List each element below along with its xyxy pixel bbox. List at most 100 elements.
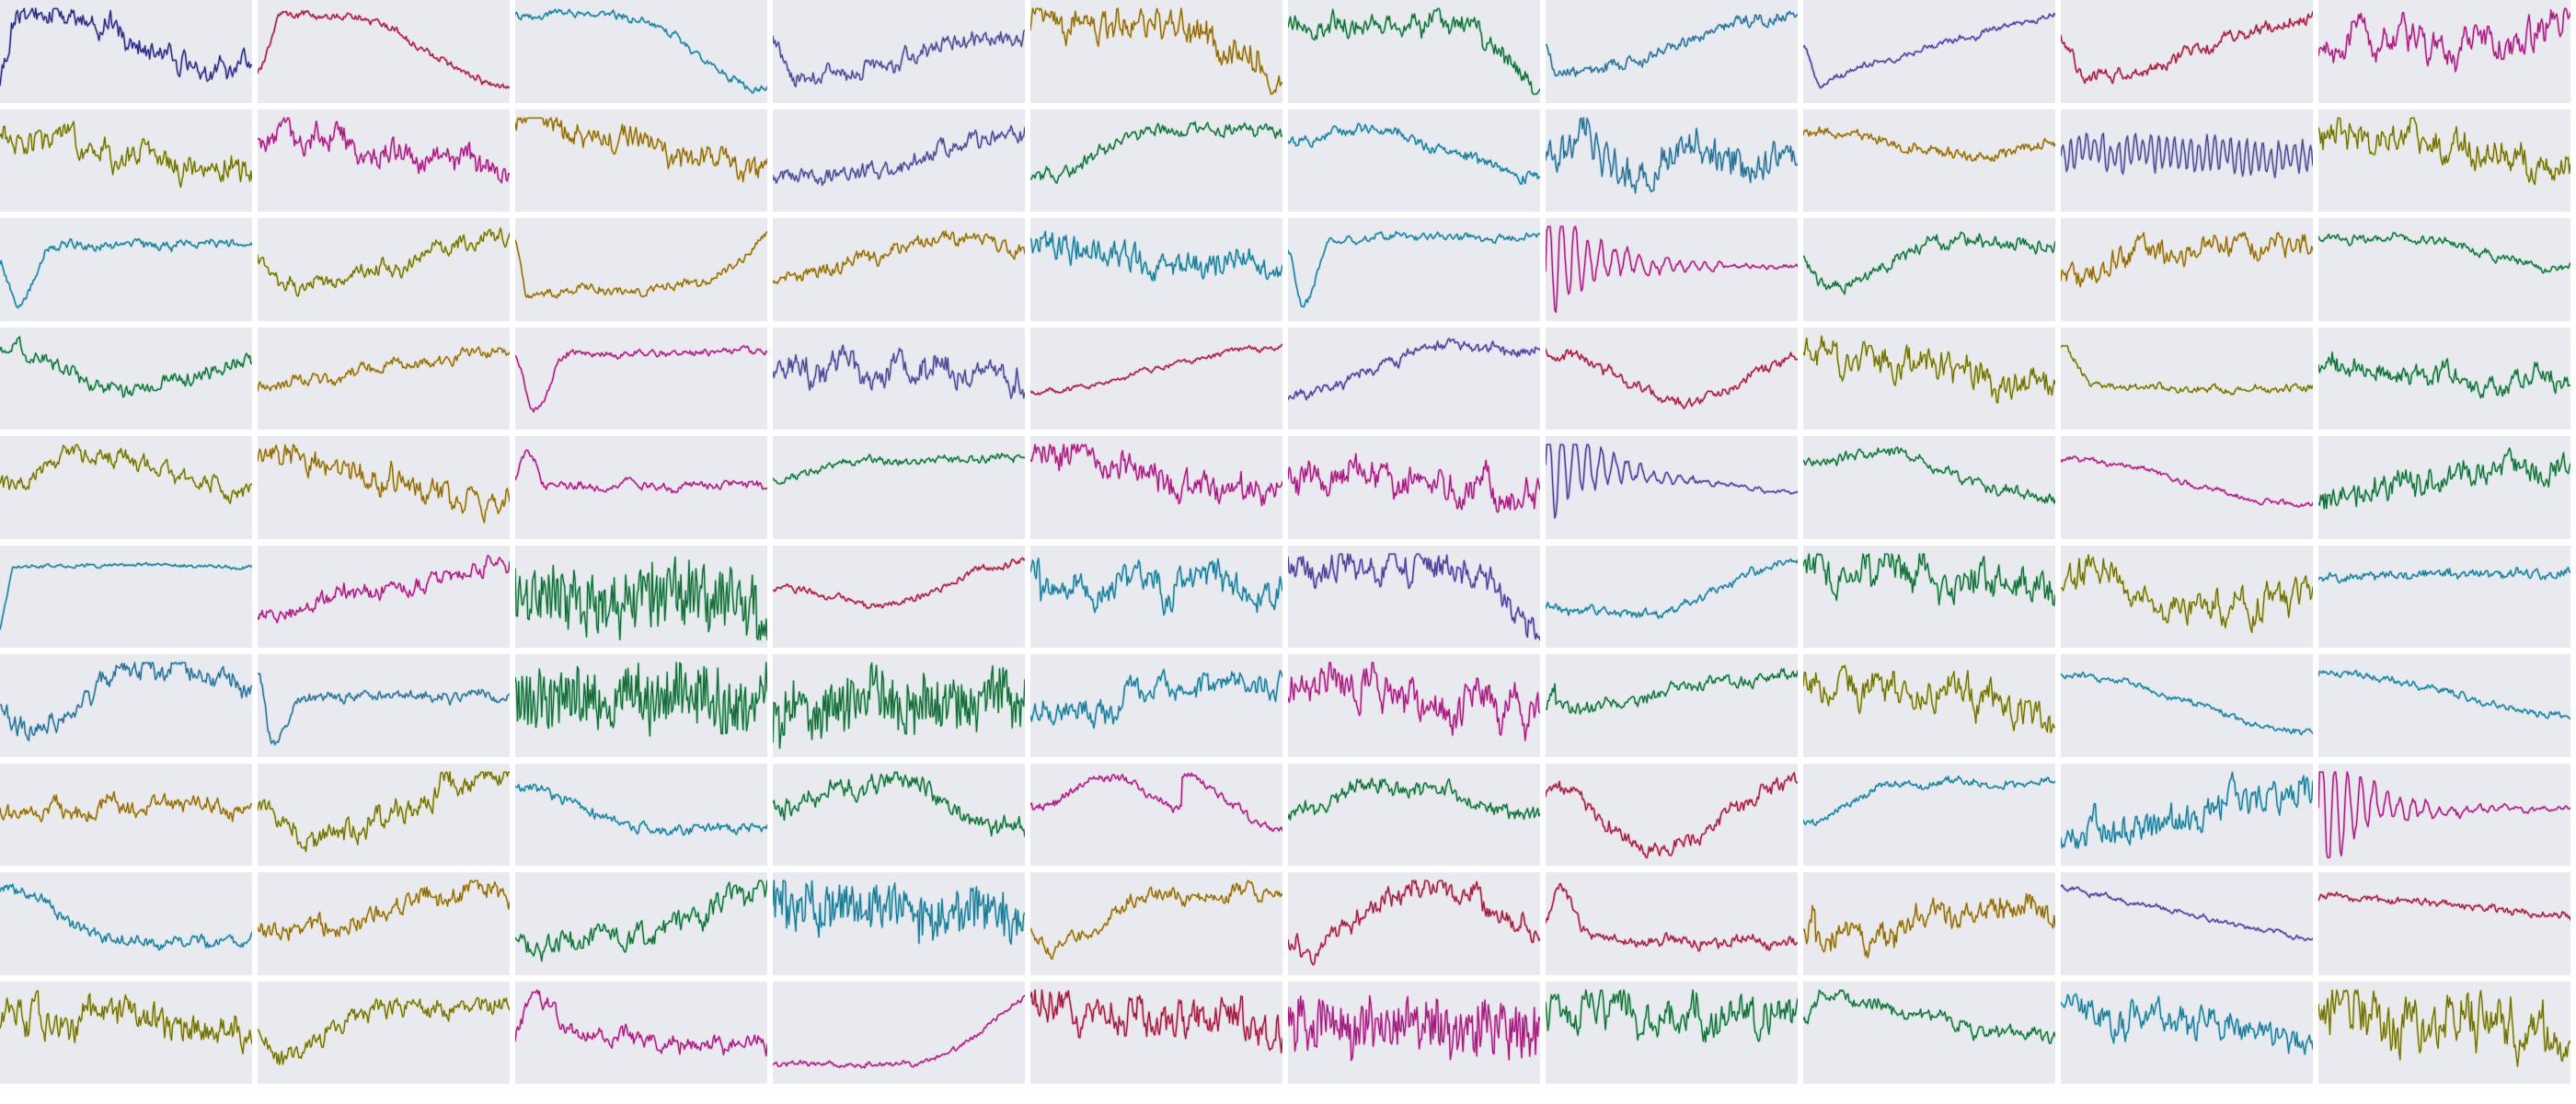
sparkline-svg: [1546, 988, 1798, 1043]
sparkline-core-path: [258, 443, 510, 523]
sparkline-core-path: [0, 121, 252, 188]
sparkline-svg: [773, 229, 1025, 285]
sparkline-panel: [258, 763, 510, 866]
sparkline-svg: [515, 230, 767, 300]
sparkline-svg: [1288, 6, 1540, 96]
sparkline-core-path: [2318, 566, 2570, 583]
sparkline-halo-path: [0, 6, 252, 87]
sparkline-panel: [1288, 872, 1540, 975]
sparkline-halo-path: [1546, 667, 1798, 716]
sparkline-svg: [258, 9, 510, 90]
sparkline-halo-path: [2061, 131, 2313, 178]
sparkline-panel: [1546, 654, 1798, 757]
sparkline-core-path: [1546, 668, 1798, 715]
sparkline-core-path: [1030, 557, 1282, 615]
sparkline-core-path: [2061, 553, 2313, 633]
sparkline-panel: [1288, 763, 1540, 866]
sparkline-panel: [1803, 109, 2055, 212]
sparkline-halo-path: [258, 879, 510, 942]
sparkline-panel: [1030, 654, 1282, 757]
sparkline-svg: [1288, 452, 1540, 514]
sparkline-panel: [258, 218, 510, 321]
sparkline-halo-path: [1546, 557, 1798, 619]
sparkline-svg: [0, 237, 252, 309]
sparkline-svg: [1030, 557, 1282, 616]
sparkline-svg: [1546, 557, 1798, 619]
sparkline-core-path: [1803, 892, 2055, 959]
sparkline-svg: [2318, 6, 2570, 74]
sparkline-core-path: [515, 117, 767, 182]
sparkline-panel: [0, 0, 252, 103]
sparkline-panel: [1030, 872, 1282, 975]
sparkline-halo-path: [1030, 230, 1282, 282]
sparkline-svg: [2318, 669, 2570, 720]
sparkline-svg: [1288, 336, 1540, 401]
sparkline-panel: [1288, 981, 1540, 1084]
sparkline-svg: [773, 879, 1025, 946]
sparkline-core-path: [258, 880, 510, 941]
sparkline-panel: [1030, 981, 1282, 1084]
sparkline-panel: [2061, 327, 2313, 430]
sparkline-svg: [2061, 992, 2313, 1055]
sparkline-svg: [1288, 552, 1540, 641]
sparkline-svg: [2318, 565, 2570, 584]
sparkline-panel: [2318, 109, 2570, 212]
sparkline-svg: [1030, 771, 1282, 833]
sparkline-halo-path: [1803, 892, 2055, 960]
sparkline-panel: [0, 545, 252, 648]
sparkline-svg: [2061, 231, 2313, 289]
sparkline-svg: [1546, 9, 1798, 78]
sparkline-svg: [1803, 125, 2055, 163]
sparkline-panel: [0, 109, 252, 212]
sparkline-core-path: [0, 335, 252, 397]
sparkline-halo-path: [2318, 6, 2570, 74]
sparkline-halo-path: [515, 448, 767, 494]
sparkline-panel: [0, 872, 252, 975]
sparkline-halo-path: [1288, 121, 1540, 185]
sparkline-svg: [0, 661, 252, 742]
sparkline-core-path: [258, 227, 510, 297]
sparkline-svg: [258, 345, 510, 392]
sparkline-core-path: [515, 989, 767, 1056]
sparkline-halo-path: [258, 553, 510, 624]
sparkline-panel: [1288, 327, 1540, 430]
sparkline-svg: [0, 882, 252, 951]
sparkline-panel: [1546, 109, 1798, 212]
sparkline-core-path: [773, 994, 1025, 1068]
sparkline-svg: [0, 120, 252, 189]
sparkline-core-path: [1803, 553, 2055, 606]
sparkline-core-path: [1803, 125, 2055, 162]
sparkline-svg: [1030, 668, 1282, 730]
sparkline-core-path: [2061, 993, 2313, 1055]
sparkline-svg: [0, 989, 252, 1055]
sparkline-panel: [1546, 872, 1798, 975]
sparkline-core-path: [0, 661, 252, 742]
sparkline-halo-path: [1803, 663, 2055, 734]
sparkline-halo-path: [0, 560, 252, 630]
sparkline-svg: [258, 672, 510, 746]
sparkline-panel: [1803, 545, 2055, 648]
sparkline-panel: [515, 654, 767, 757]
sparkline-core-path: [1546, 989, 1798, 1042]
sparkline-panel: [773, 218, 1025, 321]
sparkline-core-path: [773, 344, 1025, 399]
sparkline-svg: [1030, 879, 1282, 960]
sparkline-panel: [773, 327, 1025, 430]
sparkline-panel: [258, 545, 510, 648]
sparkline-panel: [1546, 327, 1798, 430]
sparkline-panel: [1803, 654, 2055, 757]
sparkline-panel: [773, 763, 1025, 866]
sparkline-svg: [2318, 116, 2570, 186]
sparkline-core-path: [2061, 884, 2313, 941]
sparkline-svg: [773, 452, 1025, 486]
sparkline-panel: [1803, 436, 2055, 539]
sparkline-svg: [258, 226, 510, 298]
sparkline-core-path: [773, 453, 1025, 485]
sparkline-halo-path: [1546, 9, 1798, 78]
sparkline-core-path: [1288, 995, 1540, 1061]
sparkline-halo-path: [1030, 6, 1282, 96]
sparkline-core-path: [258, 117, 510, 183]
sparkline-core-path: [1546, 10, 1798, 77]
sparkline-panel: [773, 0, 1025, 103]
